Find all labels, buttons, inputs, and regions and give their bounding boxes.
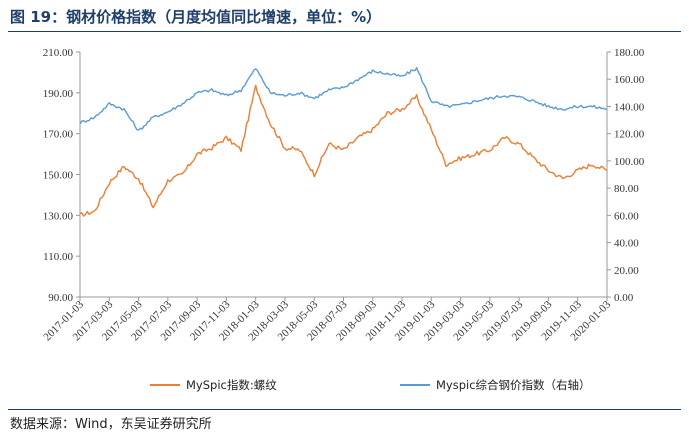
y-left-tick-label: 190.00: [43, 88, 74, 100]
legend-label: MySpic指数:螺纹: [186, 378, 277, 392]
series-layer: [79, 67, 608, 217]
series-line-composite: [79, 67, 607, 131]
chart-axes: 90.00 110.00 130.00 150.00 170.00 190.00 210.0…: [41, 47, 644, 343]
y-right-tick-label: 20.00: [614, 265, 639, 277]
y-left-tick-label: 210.00: [43, 47, 74, 59]
y-right-tick-label: 40.00: [614, 238, 639, 250]
line-chart: 90.00 110.00 130.00 150.00 170.00 190.00 210.0…: [41, 47, 644, 392]
data-source: 数据来源：Wind，东吴证券研究所: [10, 417, 212, 432]
series-line-rebar: [79, 84, 608, 217]
y-right-tick-label: 180.00: [614, 47, 645, 59]
y-left-tick-label: 150.00: [43, 170, 74, 182]
footer-divider: [8, 409, 681, 410]
y-right-tick-label: 80.00: [614, 183, 639, 195]
y-left-tick-label: 170.00: [43, 129, 74, 141]
y-right-tick-label: 60.00: [614, 210, 639, 222]
y-right-tick-label: 160.00: [614, 74, 645, 86]
chart-title: 图 19：钢材价格指数（月度均值同比增速，单位：%）: [10, 8, 382, 26]
y-right-tick-label: 0.00: [614, 292, 634, 304]
y-right-tick-label: 100.00: [614, 156, 645, 168]
y-left-tick-label: 130.00: [43, 210, 74, 222]
y-right-tick-label: 140.00: [614, 101, 645, 113]
title-divider: [8, 31, 681, 32]
y-left-tick-label: 110.00: [43, 251, 73, 263]
chart-legend: MySpic指数:螺纹 Myspic综合钢价指数（右轴）: [150, 378, 591, 392]
y-left-tick-label: 90.00: [48, 292, 73, 304]
legend-label: Myspic综合钢价指数（右轴）: [436, 378, 591, 392]
y-right-tick-label: 120.00: [614, 129, 645, 141]
